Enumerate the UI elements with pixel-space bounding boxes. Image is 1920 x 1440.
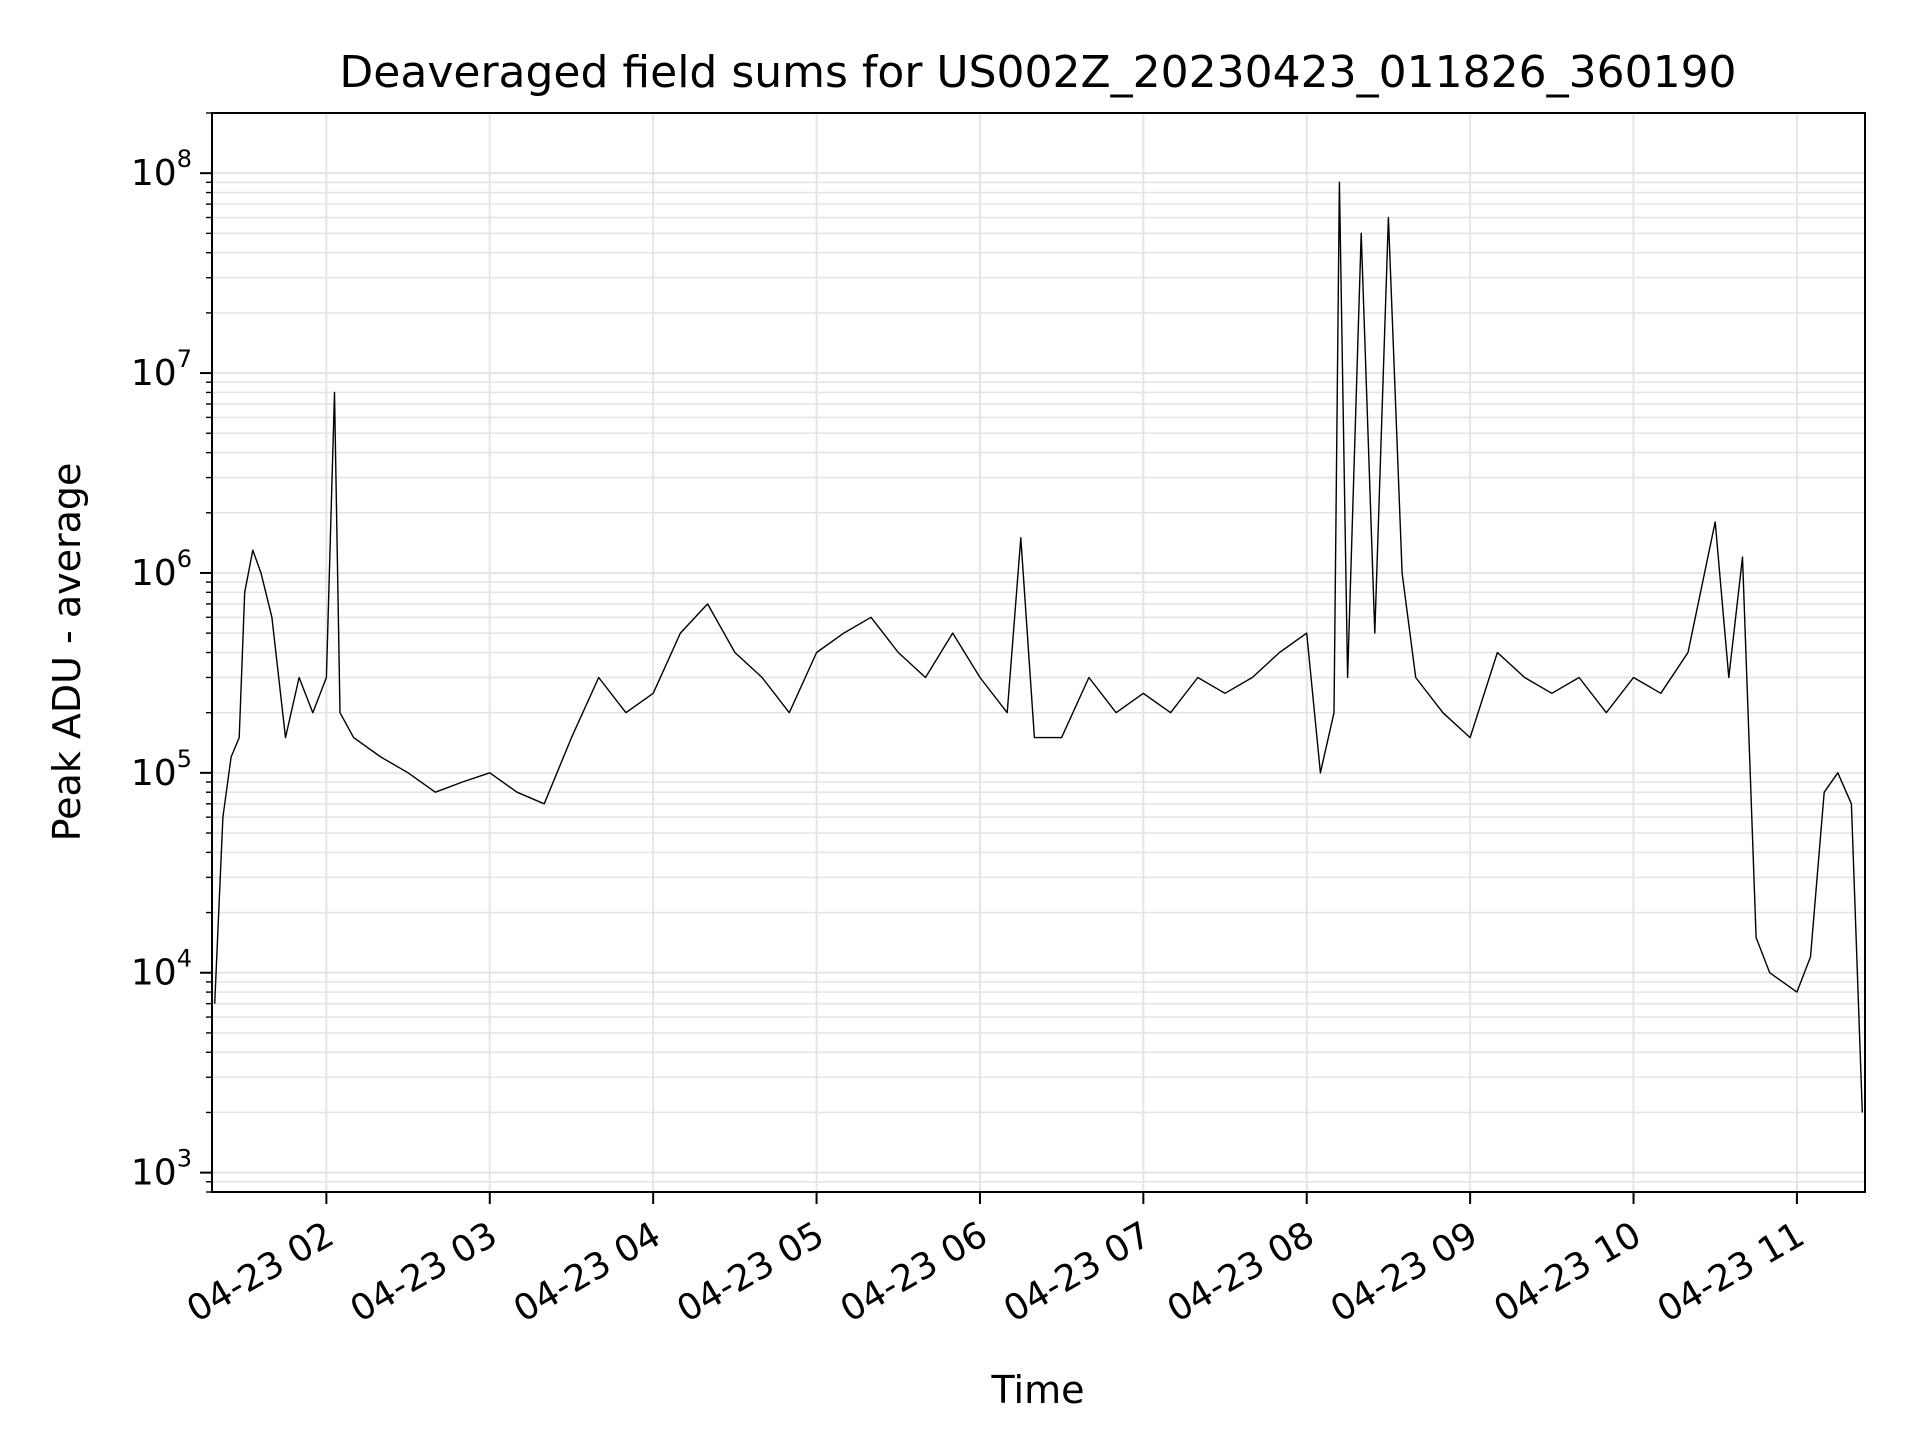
x-tick-label: 04-23 03 — [344, 1214, 505, 1330]
x-tick-label: 04-23 11 — [1651, 1214, 1812, 1330]
y-axis: 103 104 105 106 107 108 — [131, 112, 212, 1194]
chart-title: Deaveraged field sums for US002Z_2023042… — [339, 47, 1736, 98]
grid — [212, 112, 1865, 1193]
x-tick-label: 04-23 02 — [180, 1214, 341, 1330]
y-tick-label: 107 — [131, 345, 192, 394]
y-axis-label: Peak ADU - average — [45, 463, 89, 842]
x-tick-label: 04-23 05 — [670, 1214, 831, 1330]
y-tick-label: 105 — [131, 745, 192, 794]
x-tick-label: 04-23 09 — [1324, 1214, 1485, 1330]
y-tick-label: 103 — [131, 1145, 192, 1194]
y-tick-label: 104 — [131, 945, 192, 994]
y-tick-label: 108 — [131, 145, 192, 194]
series-line — [214, 181, 1863, 1113]
y-tick-label: 106 — [131, 545, 192, 594]
x-tick-label: 04-23 10 — [1487, 1214, 1648, 1330]
x-tick-label: 04-23 06 — [834, 1214, 995, 1330]
x-tick-label: 04-23 07 — [997, 1214, 1158, 1330]
plot-area — [214, 181, 1863, 1113]
x-axis-label: Time — [991, 1368, 1085, 1412]
x-axis: 04-23 02 04-23 03 04-23 04 04-23 05 04-23 06… — [180, 1192, 1811, 1331]
x-tick-label: 04-23 08 — [1161, 1214, 1322, 1330]
x-tick-label: 04-23 04 — [507, 1214, 668, 1330]
